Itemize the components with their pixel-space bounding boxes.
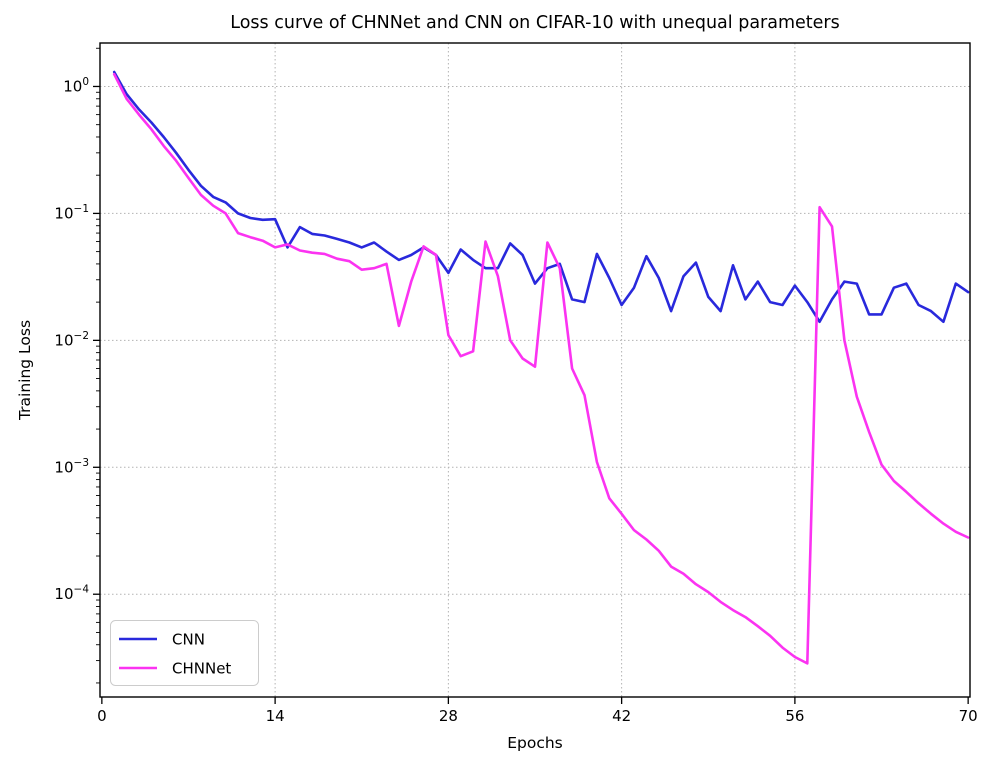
x-tick-label: 70 — [959, 707, 978, 725]
cnn-line — [112, 70, 970, 324]
x-tick-label: 56 — [785, 707, 804, 725]
x-tick-label: 28 — [439, 707, 458, 725]
chnnet-line — [112, 72, 970, 665]
x-tick-label: 14 — [266, 707, 285, 725]
chnnet-legend-label: CHNNet — [172, 660, 231, 678]
cnn-legend-label: CNN — [172, 631, 205, 649]
y-axis-label: Training Loss — [16, 320, 34, 421]
chart-title: Loss curve of CHNNet and CNN on CIFAR-10… — [230, 13, 839, 33]
x-tick-label: 0 — [97, 707, 107, 725]
series-lines — [112, 70, 970, 665]
legend: CNN CHNNet — [110, 620, 259, 686]
y-tick-label: 10−2 — [54, 330, 89, 350]
tick-labels: 0 14 28 42 56 70 100 10−1 10−2 10−3 10−4 — [54, 76, 977, 725]
y-tick-label: 100 — [63, 76, 89, 96]
plot-frame — [99, 42, 971, 698]
x-tick-label: 42 — [612, 707, 631, 725]
x-axis-label: Epochs — [507, 734, 563, 752]
y-tick-label: 10−3 — [54, 457, 89, 477]
y-tick-label: 10−1 — [54, 203, 89, 223]
axis-ticks — [93, 47, 969, 704]
gridlines — [100, 43, 970, 697]
y-tick-label: 10−4 — [54, 584, 89, 604]
